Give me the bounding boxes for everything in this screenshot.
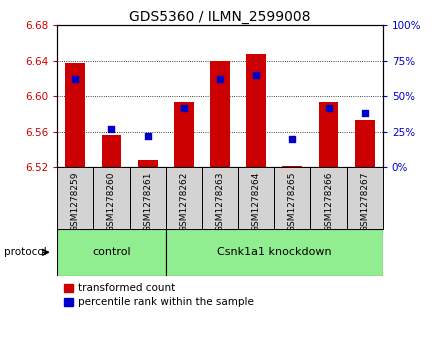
Bar: [57, 229, 166, 276]
Text: GSM1278261: GSM1278261: [143, 172, 152, 232]
Bar: [355, 120, 375, 167]
Point: [216, 76, 224, 82]
Bar: [202, 167, 238, 229]
Bar: [138, 160, 158, 167]
Bar: [274, 167, 311, 229]
Text: GSM1278262: GSM1278262: [180, 172, 188, 232]
Bar: [238, 167, 274, 229]
Text: GSM1278260: GSM1278260: [107, 172, 116, 232]
Bar: [166, 229, 383, 276]
Point: [72, 76, 79, 82]
Text: GSM1278263: GSM1278263: [216, 172, 224, 232]
Text: GSM1278266: GSM1278266: [324, 172, 333, 232]
Bar: [102, 135, 121, 167]
Title: GDS5360 / ILMN_2599008: GDS5360 / ILMN_2599008: [129, 11, 311, 24]
Bar: [93, 167, 129, 229]
Point: [253, 72, 260, 78]
Text: GSM1278264: GSM1278264: [252, 172, 260, 232]
Point: [361, 110, 368, 116]
Text: GSM1278259: GSM1278259: [71, 172, 80, 232]
Point: [180, 105, 187, 110]
Bar: [311, 167, 347, 229]
Bar: [57, 167, 93, 229]
Point: [108, 126, 115, 132]
Point: [144, 133, 151, 139]
Point: [289, 136, 296, 142]
Bar: [174, 102, 194, 167]
Point: [325, 105, 332, 110]
Bar: [246, 54, 266, 167]
Bar: [66, 62, 85, 167]
Text: GSM1278267: GSM1278267: [360, 172, 369, 232]
Bar: [319, 102, 338, 167]
Bar: [347, 167, 383, 229]
Bar: [129, 167, 166, 229]
Bar: [210, 61, 230, 167]
Text: Csnk1a1 knockdown: Csnk1a1 knockdown: [217, 247, 332, 257]
Text: protocol: protocol: [4, 247, 47, 257]
Text: GSM1278265: GSM1278265: [288, 172, 297, 232]
Text: control: control: [92, 247, 131, 257]
Legend: transformed count, percentile rank within the sample: transformed count, percentile rank withi…: [62, 281, 256, 309]
Bar: [166, 167, 202, 229]
Bar: [282, 166, 302, 167]
